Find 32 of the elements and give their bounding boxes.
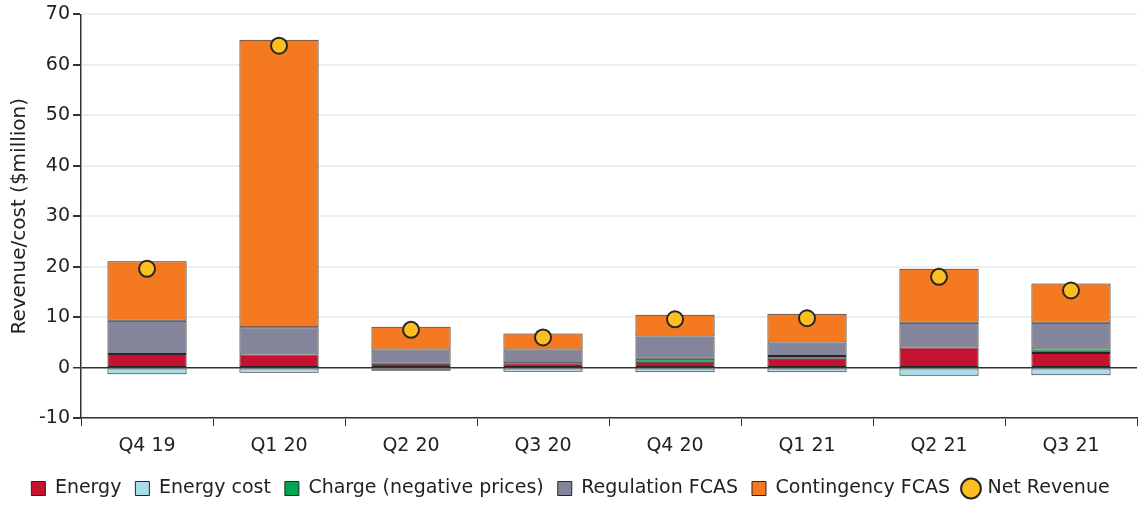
x-tick-label: Q3 20 xyxy=(514,432,572,455)
legend-label: Energy xyxy=(54,475,122,498)
x-tick-label: Q4 19 xyxy=(118,432,176,455)
x-tick-label: Q1 20 xyxy=(250,432,308,455)
y-tick-label: 60 xyxy=(45,51,71,74)
y-axis-title: Revenue/cost ($million) xyxy=(6,97,31,335)
y-tick-label: 10 xyxy=(45,304,71,327)
x-tick-label: Q1 21 xyxy=(778,432,836,455)
x-tick-label: Q4 20 xyxy=(646,432,704,455)
y-tick-label: 0 xyxy=(57,354,71,377)
point xyxy=(930,267,949,286)
y-tick-label: 70 xyxy=(45,1,71,24)
x-tick-label: Q2 20 xyxy=(382,432,440,455)
y-tick-label: 40 xyxy=(45,152,71,175)
x-tick-label: Q3 21 xyxy=(1042,432,1100,455)
y-tick-label: 30 xyxy=(45,203,71,226)
point xyxy=(138,259,157,278)
point xyxy=(1062,281,1080,300)
point xyxy=(666,310,685,329)
point xyxy=(798,309,817,328)
y-tick-label: -10 xyxy=(38,405,71,428)
point xyxy=(534,328,553,347)
legend-label: Energy cost xyxy=(158,475,271,498)
y-tick-label: 20 xyxy=(45,253,71,276)
point xyxy=(402,320,421,339)
point xyxy=(270,36,289,55)
legend-label: Regulation FCAS xyxy=(581,475,738,498)
legend-label: Contingency FCAS xyxy=(775,475,950,498)
legend-label: Net Revenue xyxy=(987,475,1110,498)
legend-label: Charge (negative prices) xyxy=(308,475,544,498)
y-tick-label: 50 xyxy=(45,102,71,125)
x-tick-label: Q2 21 xyxy=(910,432,968,455)
